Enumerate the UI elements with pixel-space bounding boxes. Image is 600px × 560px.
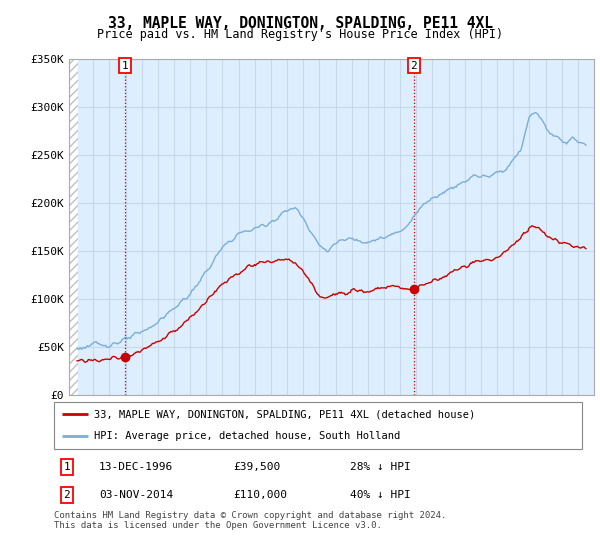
Text: 40% ↓ HPI: 40% ↓ HPI [350, 490, 410, 500]
Text: 1: 1 [121, 60, 128, 71]
Text: HPI: Average price, detached house, South Holland: HPI: Average price, detached house, Sout… [94, 431, 400, 441]
Text: 1: 1 [64, 462, 70, 472]
Text: £110,000: £110,000 [233, 490, 287, 500]
Text: 03-NOV-2014: 03-NOV-2014 [99, 490, 173, 500]
Text: 13-DEC-1996: 13-DEC-1996 [99, 462, 173, 472]
Text: 2: 2 [410, 60, 417, 71]
Text: Price paid vs. HM Land Registry's House Price Index (HPI): Price paid vs. HM Land Registry's House … [97, 28, 503, 41]
Text: £39,500: £39,500 [233, 462, 281, 472]
Text: 28% ↓ HPI: 28% ↓ HPI [350, 462, 410, 472]
Text: Contains HM Land Registry data © Crown copyright and database right 2024.
This d: Contains HM Land Registry data © Crown c… [54, 511, 446, 530]
FancyBboxPatch shape [54, 402, 582, 449]
Text: 2: 2 [64, 490, 70, 500]
Text: 33, MAPLE WAY, DONINGTON, SPALDING, PE11 4XL (detached house): 33, MAPLE WAY, DONINGTON, SPALDING, PE11… [94, 409, 475, 419]
Text: 33, MAPLE WAY, DONINGTON, SPALDING, PE11 4XL: 33, MAPLE WAY, DONINGTON, SPALDING, PE11… [107, 16, 493, 31]
